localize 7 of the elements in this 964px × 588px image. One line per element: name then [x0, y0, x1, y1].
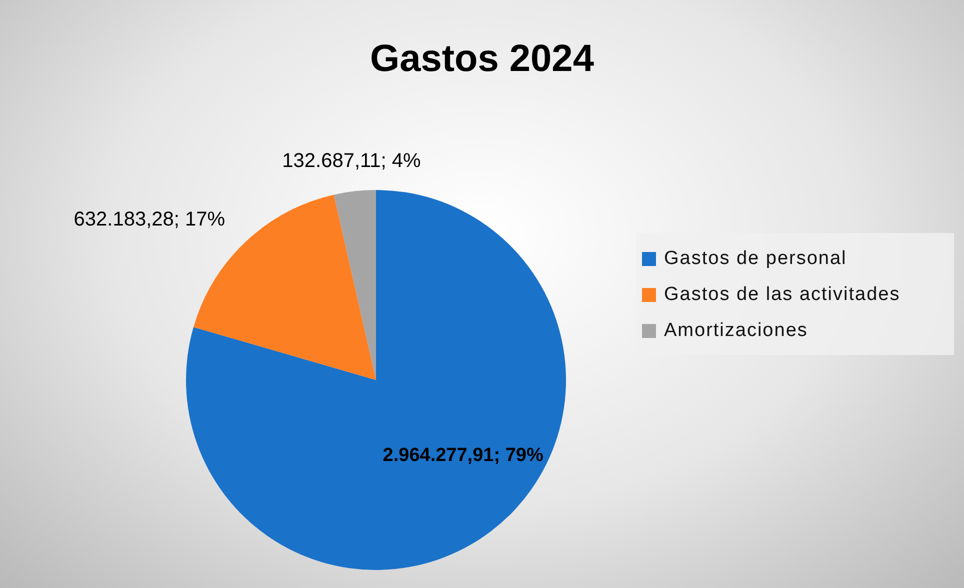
data-label: 2.964.277,91; 79%: [382, 445, 544, 466]
data-label: 632.183,28; 17%: [74, 208, 226, 230]
legend-label: Amortizaciones: [664, 320, 808, 342]
legend-label: Gastos de personal: [664, 248, 847, 270]
legend-label: Gastos de las activitades: [664, 284, 900, 306]
chart-title: Gastos 2024: [369, 38, 595, 81]
data-label: 132.687,11; 4%: [282, 150, 421, 172]
